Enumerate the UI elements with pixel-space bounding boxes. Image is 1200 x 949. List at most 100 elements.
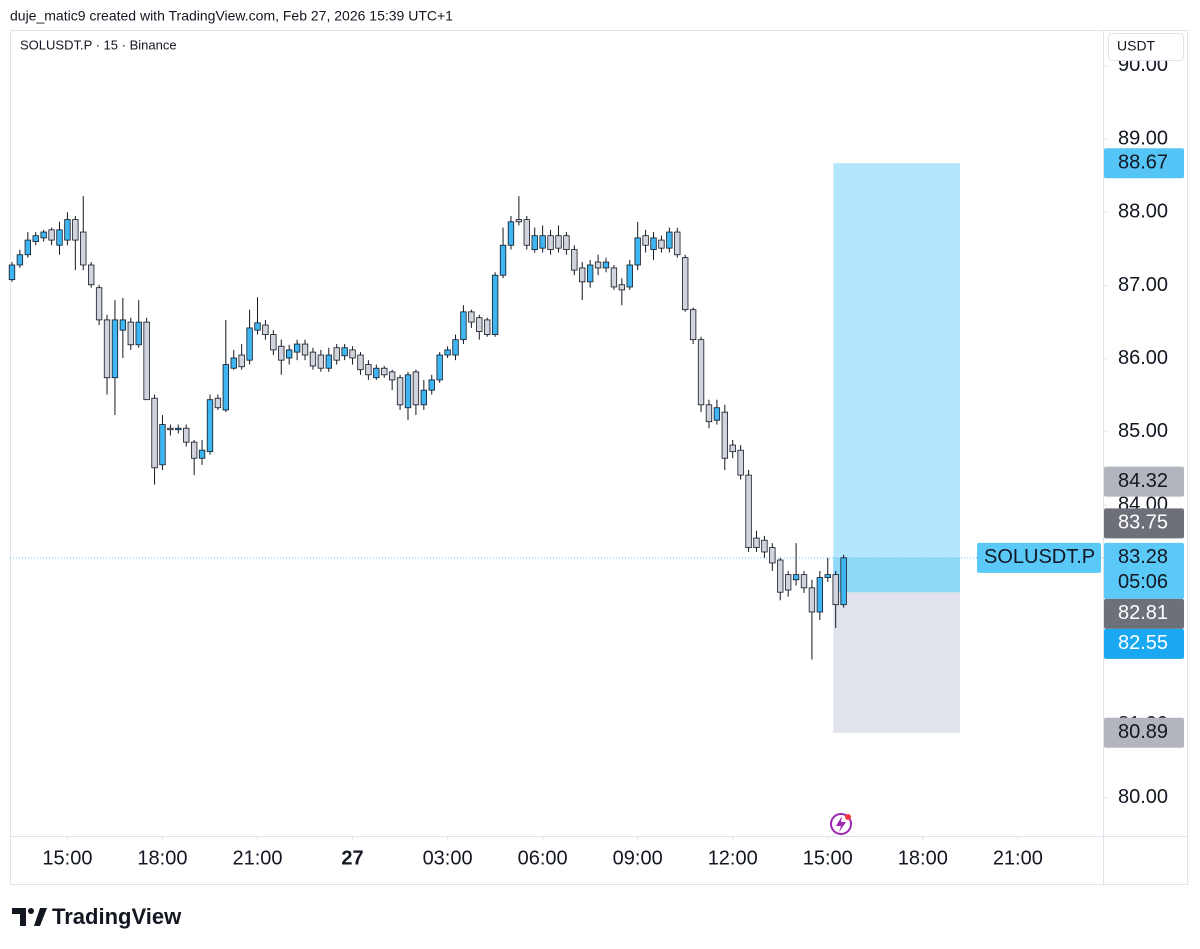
candle-body xyxy=(396,377,404,406)
candle-body xyxy=(491,274,499,335)
candle-body xyxy=(103,319,111,379)
candle-body xyxy=(365,364,372,376)
candle-body xyxy=(579,267,586,283)
candle-body xyxy=(729,444,736,453)
alert-icon[interactable] xyxy=(830,813,852,835)
x-tick-label: 18:00 xyxy=(137,847,187,869)
candle-body xyxy=(151,397,158,469)
candle-body xyxy=(721,411,728,459)
position-loss-zone xyxy=(833,592,961,733)
candle-body xyxy=(515,219,523,223)
candle-body xyxy=(610,267,618,288)
candle-body xyxy=(159,424,166,466)
candle-body xyxy=(476,317,483,333)
candle-body xyxy=(594,261,602,269)
candle-body xyxy=(175,427,182,431)
candle-body xyxy=(143,321,150,401)
candle-body xyxy=(784,574,792,591)
price-badge xyxy=(1104,717,1184,748)
position-active-zone xyxy=(833,557,961,593)
candle-body xyxy=(682,257,689,311)
candle-body xyxy=(816,577,824,613)
candle-body xyxy=(56,229,63,246)
candle-body xyxy=(800,574,808,589)
candle-body xyxy=(349,349,356,359)
price-badge xyxy=(1104,466,1184,497)
candle-body xyxy=(72,219,79,241)
candle-body xyxy=(705,404,713,423)
candle-body xyxy=(388,371,396,381)
candle-body xyxy=(531,235,538,251)
price-badge-label: 82.55 xyxy=(1118,632,1168,654)
candle-body xyxy=(824,574,831,578)
candle-body xyxy=(222,364,230,411)
candle-body xyxy=(95,287,103,321)
candle-body xyxy=(602,261,610,269)
candle-body xyxy=(499,244,507,276)
candle-body xyxy=(428,379,435,391)
candle-body xyxy=(238,354,245,368)
candle-body xyxy=(460,311,467,341)
candle-body xyxy=(40,231,47,239)
x-tick-label: 15:00 xyxy=(803,847,853,869)
candle-body xyxy=(278,345,285,361)
candle-body xyxy=(111,319,119,379)
candle-body xyxy=(777,559,784,593)
caption: duje_matic9 created with TradingView.com… xyxy=(10,8,453,24)
candle-body xyxy=(626,264,633,288)
plot-area xyxy=(8,163,1103,733)
candle-body xyxy=(230,357,237,369)
candle-body xyxy=(689,309,697,341)
candle-body xyxy=(555,235,562,249)
candle-body xyxy=(357,354,364,371)
alert-bolt xyxy=(836,816,846,832)
x-tick-label: 18:00 xyxy=(898,847,948,869)
candle-body xyxy=(674,231,681,256)
candle-body xyxy=(650,237,657,251)
x-tick-label: 03:00 xyxy=(423,847,473,869)
candle-body xyxy=(737,449,744,476)
candle-body xyxy=(563,235,570,251)
candle-body xyxy=(317,354,325,369)
candle-body xyxy=(420,389,428,406)
price-badge xyxy=(1104,148,1184,179)
candle-body xyxy=(571,249,578,271)
candle-body xyxy=(547,235,554,251)
candle-body xyxy=(618,284,626,291)
candle-body xyxy=(286,349,293,359)
position-profit-zone xyxy=(833,163,961,593)
candle-body xyxy=(262,324,269,335)
y-tick-label: 86.00 xyxy=(1118,347,1168,369)
candle-body xyxy=(8,264,16,281)
candle-body xyxy=(301,343,309,356)
x-tick-label: 09:00 xyxy=(613,847,663,869)
y-tick-label: 80.00 xyxy=(1118,786,1168,808)
candle-body xyxy=(119,319,127,331)
candle-body xyxy=(373,367,380,379)
currency-box[interactable] xyxy=(1108,33,1184,61)
candle-body xyxy=(32,235,39,242)
candle-body xyxy=(484,319,491,335)
y-tick-label: 88.00 xyxy=(1118,201,1168,223)
candle-body xyxy=(753,537,760,548)
alert-circle[interactable] xyxy=(830,813,852,835)
symbol-badge-label: SOLUSDT.P xyxy=(984,546,1095,568)
price-badge xyxy=(1104,508,1184,539)
candle-body xyxy=(167,427,174,431)
candle-body xyxy=(666,231,673,249)
candle-body xyxy=(135,321,142,346)
candle-body xyxy=(769,547,776,564)
alert-dot xyxy=(845,814,851,820)
candle-body xyxy=(254,322,261,331)
candle-body xyxy=(325,354,332,369)
candle-body xyxy=(634,237,641,266)
candle-body xyxy=(658,239,665,249)
currency[interactable]: USDT xyxy=(1117,38,1156,54)
price-badge xyxy=(1104,628,1184,659)
candle-body xyxy=(539,235,546,249)
logo-dot xyxy=(28,908,34,914)
price-badge-label: 83.75 xyxy=(1118,512,1168,534)
candle-body xyxy=(333,347,340,361)
